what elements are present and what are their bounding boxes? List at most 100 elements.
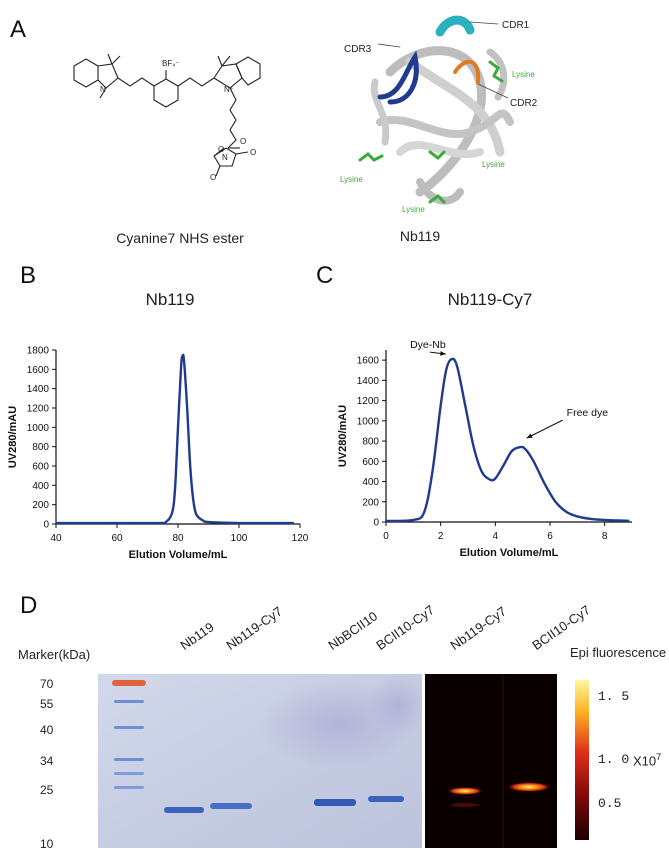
chart-c-y-tick-label: 600 [362,457,379,468]
chart-c-annotation-arrow [527,420,563,438]
chart-c-y-tick-label: 400 [362,477,379,488]
chart-b-x-axis-label: Elution Volume/mL [129,549,228,561]
colorbar-multiplier: X107 [633,752,661,768]
colorbar-exponent: 7 [656,752,661,762]
chart-b-y-tick-label: 0 [43,520,49,531]
sds-page-gel-image [98,674,422,848]
chart-b-title: Nb119 [110,290,230,310]
marker-value: 70 [40,677,53,691]
ladder-band [114,772,144,775]
molecule-n-left: N [100,85,106,94]
colorbar-tick: 0.5 [598,796,621,811]
molecule-o-label: O [240,137,246,146]
chart-b-series-line-0 [56,355,294,523]
chart-b-x-tick-label: 60 [111,533,123,544]
chart-c-x-tick-label: 0 [383,531,389,542]
chart-c-y-axis-label: UV280/mAU [337,405,349,467]
chart-c-y-tick-label: 1400 [357,376,380,387]
molecule-o-label: O [210,173,216,182]
chart-b-y-tick-label: 1000 [27,423,50,434]
ladder-band [114,758,144,761]
chart-c-series-line-0 [386,359,629,521]
chart-b-y-tick-label: 400 [32,481,49,492]
chart-b-y-tick-label: 200 [32,500,49,511]
fluor-band-bcii10-cy7 [507,782,551,792]
chart-c-x-axis-label: Elution Volume/mL [460,547,559,559]
fluor-lane-label-nb119-cy7: Nb119-Cy7 [447,604,509,653]
chart-b-y-tick-label: 800 [32,442,49,453]
gel-band-bcii10-cy7 [368,796,404,802]
lysine-label: Lysine [402,205,425,214]
marker-value: 40 [40,723,53,737]
fluor-band-nb119-cy7-lower [451,803,479,807]
panel-letter-c: C [316,262,333,290]
chart-c-y-tick-label: 200 [362,497,379,508]
gel-band-nb119-cy7 [210,803,252,809]
chart-c-annotation-label: Free dye [567,407,609,419]
cdr3-label: CDR3 [344,44,372,55]
panel-letter-d: D [20,592,37,620]
fluorescence-gel-image [425,674,557,848]
chart-b-y-tick-label: 1800 [27,346,50,357]
chart-c-x-tick-label: 2 [438,531,444,542]
molecule-caption: Cyanine7 NHS ester [60,230,300,246]
chart-b-x-tick-label: 100 [231,533,248,544]
chart-b-x-tick-label: 40 [50,533,62,544]
chart-c-title: Nb119-Cy7 [410,290,570,310]
cdr2-label: CDR2 [510,98,538,109]
chart-c-elution-profile: 0 200 400 600 800 1000 1200 1400 1600 0 2 4 6 8 Elutio… [330,338,650,570]
chart-c-axes [386,350,632,522]
fluor-band-nb119-cy7 [447,787,483,795]
colorbar-tick: 1. 5 [598,689,629,704]
chart-c-x-tick-label: 6 [547,531,553,542]
ladder-band-70 [112,680,146,686]
ladder-band [114,726,144,729]
cyanine7-structure-drawing: BF₄⁻ N N⁺ O O O O N [60,52,280,182]
chart-b-x-tick-label: 120 [292,533,309,544]
chart-b-y-tick-label: 1600 [27,365,50,376]
lane-label-nb119: Nb119 [177,619,216,653]
marker-value: 55 [40,697,53,711]
lane-label-nb119-cy7: Nb119-Cy7 [223,604,285,653]
marker-value: 10 [40,837,53,851]
chart-c-annotation-arrowhead [440,351,446,356]
chart-c-annotation-label: Dye-Nb [410,339,446,351]
cdr1-label: CDR1 [502,20,530,31]
fluorescence-colorbar [575,680,589,840]
molecule-n-right: N⁺ [224,85,234,94]
ladder-band [114,700,144,703]
marker-value: 25 [40,783,53,797]
chart-b-y-tick-label: 600 [32,462,49,473]
marker-title: Marker(kDa) [18,647,90,662]
marker-value: 34 [40,754,53,768]
chart-b-y-tick-label: 1400 [27,384,50,395]
chart-c-y-tick-label: 1600 [357,356,380,367]
epi-fluorescence-title: Epi fluorescence [570,645,666,660]
lane-label-bcii10-cy7: BCII10-Cy7 [373,602,437,653]
nanobody-structure-drawing: CDR1 CDR3 CDR2 Lysine Lysine Lysine Lysi… [330,2,570,220]
chart-c-x-tick-label: 8 [602,531,608,542]
colorbar-multiplier-base: X10 [633,753,656,768]
chart-c-y-tick-label: 800 [362,437,379,448]
chart-c-x-tick-label: 4 [493,531,499,542]
structure-caption: Nb119 [390,228,450,244]
molecule-counterion: BF₄⁻ [162,59,180,68]
chart-c-y-tick-label: 1000 [357,416,380,427]
gel-band-nbbcii10 [314,799,356,806]
panel-letter-a: A [10,16,26,44]
lysine-label: Lysine [512,70,535,79]
molecule-n-label: N [222,153,228,162]
molecule-o-label: O [250,148,256,157]
ladder-band [114,786,144,789]
lysine-label: Lysine [340,175,363,184]
chart-b-y-tick-label: 1200 [27,404,50,415]
lysine-label: Lysine [482,160,505,169]
panel-letter-b: B [20,262,36,290]
chart-c-y-tick-label: 1200 [357,396,380,407]
chart-b-elution-profile: 0 200 400 600 800 1000 1200 1400 1600 1800 40 60 80 1… [0,338,320,570]
chart-b-x-tick-label: 80 [172,533,184,544]
gel-band-nb119 [164,807,204,813]
chart-c-y-tick-label: 0 [373,518,379,529]
lane-label-nbbcii10: NbBCII10 [325,608,380,653]
colorbar-tick: 1. 0 [598,752,629,767]
